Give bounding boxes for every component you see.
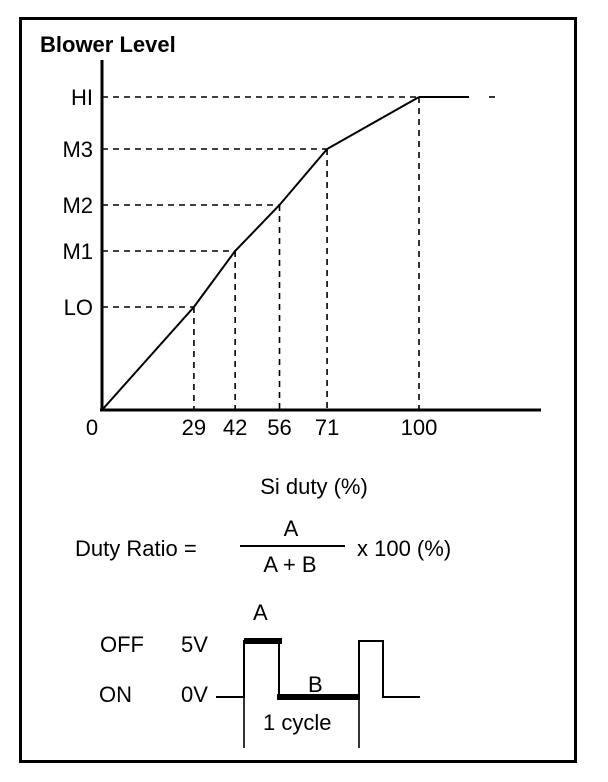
y-level-labels: LO M1 M2 M3 HI [62, 85, 93, 320]
formula-denominator: A + B [263, 552, 316, 577]
figure-frame [19, 17, 577, 763]
on-label: ON [99, 682, 132, 707]
y-label-m2: M2 [62, 193, 93, 218]
chart-title: Blower Level [40, 32, 176, 57]
x-tick-0: 0 [86, 415, 98, 440]
x-tick-100: 100 [401, 415, 438, 440]
formula-lhs: Duty Ratio = [75, 536, 197, 561]
blower-level-line [101, 96, 420, 411]
high-voltage-label: 5V [181, 632, 208, 657]
cycle-label: 1 cycle [263, 710, 331, 735]
formula-rhs: x 100 (%) [357, 536, 451, 561]
x-tick-labels: 0 29 42 56 71 100 [86, 415, 437, 440]
y-label-m1: M1 [62, 239, 93, 264]
x-tick-71: 71 [315, 415, 339, 440]
low-voltage-label: 0V [181, 682, 208, 707]
pulse-b-label: B [308, 672, 323, 697]
x-axis-label: Si duty (%) [260, 474, 368, 499]
y-label-lo: LO [64, 295, 93, 320]
x-tick-42: 42 [223, 415, 247, 440]
guide-lines [102, 96, 499, 410]
y-label-m3: M3 [62, 137, 93, 162]
y-label-hi: HI [71, 85, 93, 110]
off-label: OFF [100, 632, 144, 657]
pulse-a-label: A [253, 600, 268, 625]
x-tick-29: 29 [182, 415, 206, 440]
plot-marks [101, 96, 469, 411]
x-tick-56: 56 [267, 415, 291, 440]
formula-numerator: A [284, 516, 299, 541]
